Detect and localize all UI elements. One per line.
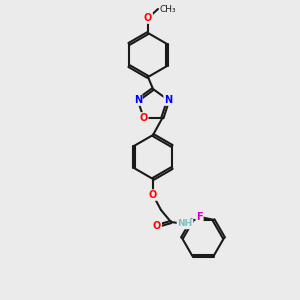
Text: NH: NH — [177, 220, 193, 229]
Text: O: O — [140, 113, 148, 123]
Text: CH₃: CH₃ — [160, 4, 177, 14]
Text: O: O — [153, 221, 161, 231]
Text: N: N — [164, 95, 172, 105]
Text: N: N — [134, 95, 142, 105]
Text: O: O — [149, 190, 157, 200]
Text: O: O — [144, 13, 152, 23]
Text: F: F — [196, 212, 203, 222]
